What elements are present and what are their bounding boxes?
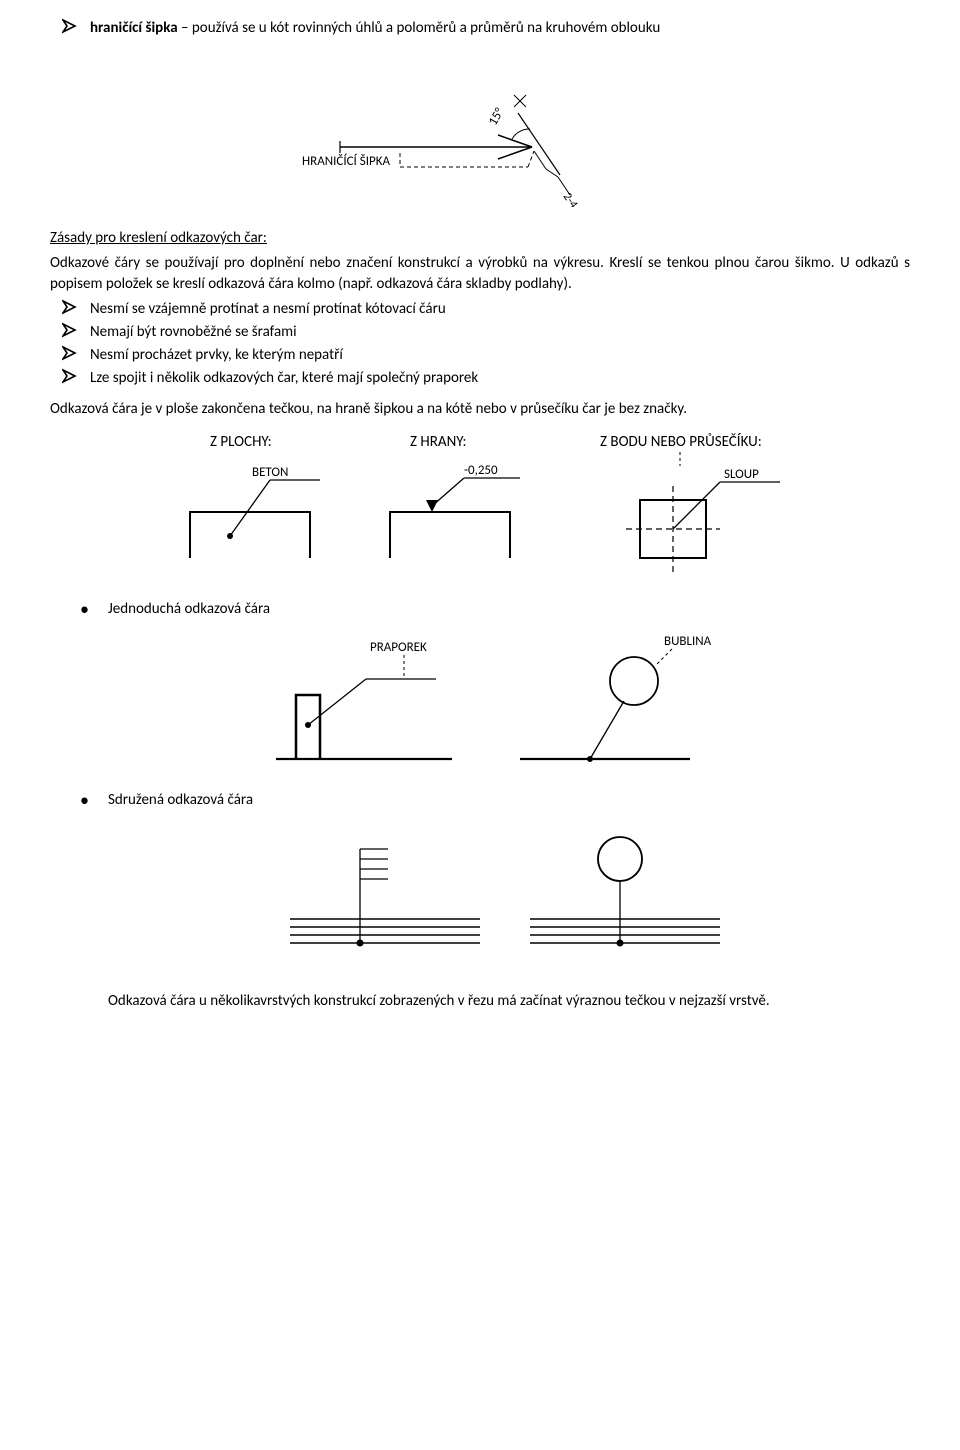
section1-paragraph1: Odkazové čáry se používají pro doplnění …: [50, 253, 910, 295]
fig3-l1: PRAPOREK: [370, 640, 427, 655]
fig2-l2: -0,250: [464, 463, 498, 478]
fig2-h3: Z BODU NEBO PRŮSEČÍKU:: [600, 433, 762, 451]
dot-bullet-icon: •: [80, 790, 108, 812]
rule-text: Lze spojit i několik odkazových čar, kte…: [90, 368, 910, 389]
rule-text: Nesmí se vzájemně protínat a nesmí protí…: [90, 299, 910, 320]
section1-heading: Zásady pro kreslení odkazových čar:: [50, 228, 910, 249]
figure-combined-leader: [50, 819, 910, 976]
arrow-bullet-icon: [62, 368, 90, 384]
intro-bullet-label: hraničící šipka: [90, 19, 178, 37]
fig2-l1: BETON: [252, 465, 288, 480]
subitem-1-row: • Jednoduchá odkazová čára: [50, 599, 910, 621]
rule-row: Nesmí procházet prvky, ke kterým nepatří: [50, 345, 910, 366]
dot-bullet-icon: •: [80, 599, 108, 621]
arrow-bullet-icon: [62, 322, 90, 338]
closing-paragraph: Odkazová čára u několikavrstvých konstru…: [108, 991, 910, 1012]
arrow-caption: HRANIČÍCÍ ŠIPKA: [302, 154, 390, 169]
fig2-h2: Z HRANY:: [410, 433, 466, 451]
section1-title: Zásady pro kreslení odkazových čar:: [50, 229, 267, 247]
arrow-bullet-icon: [62, 299, 90, 315]
fig2-h1: Z PLOCHY:: [210, 433, 272, 451]
fig2-l3: SLOUP: [724, 467, 759, 482]
intro-bullet-text: hraničící šipka – používá se u kót rovin…: [90, 18, 910, 39]
rule-row: Nemají být rovnoběžné se šrafami: [50, 322, 910, 343]
rule-row: Lze spojit i několik odkazových čar, kte…: [50, 368, 910, 389]
rule-text: Nemají být rovnoběžné se šrafami: [90, 322, 910, 343]
intro-bullet-rest: – používá se u kót rovinných úhlů a polo…: [178, 19, 661, 37]
arrow-bullet-icon: [62, 18, 90, 34]
rule-row: Nesmí se vzájemně protínat a nesmí protí…: [50, 299, 910, 320]
figure-simple-leader: PRAPOREK BUBLINA: [50, 629, 910, 776]
arrow-bullet-icon: [62, 345, 90, 361]
dim-label: 2-4 MM: [560, 190, 594, 207]
subitem-2-text: Sdružená odkazová čára: [108, 790, 910, 811]
subitem-1-text: Jednoduchá odkazová čára: [108, 599, 910, 620]
fig3-l2: BUBLINA: [664, 634, 712, 649]
angle-label: 15°: [486, 105, 508, 128]
section1-paragraph2: Odkazová čára je v ploše zakončena tečko…: [50, 399, 910, 420]
figure-boundary-arrow: 15° HRANIČÍCÍ ŠIPKA 2-4 MM: [50, 47, 910, 214]
rule-text: Nesmí procházet prvky, ke kterým nepatří: [90, 345, 910, 366]
subitem-2-row: • Sdružená odkazová čára: [50, 790, 910, 812]
figure-leader-types: Z PLOCHY: Z HRANY: Z BODU NEBO PRŮSEČÍKU…: [50, 428, 910, 585]
intro-bullet-row: hraničící šipka – používá se u kót rovin…: [50, 18, 910, 39]
